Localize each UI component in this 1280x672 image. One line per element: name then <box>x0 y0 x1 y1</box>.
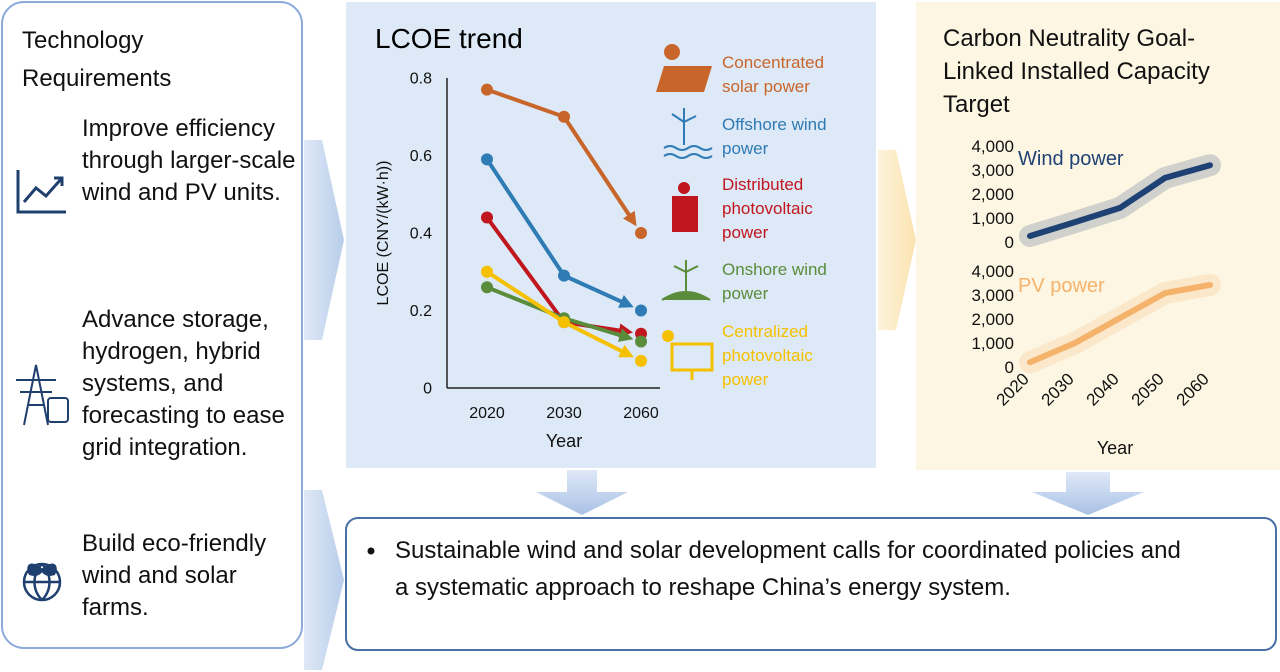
point <box>481 83 493 96</box>
chart-title: LCOE trend <box>375 23 523 54</box>
arrow <box>304 490 344 670</box>
legend-entry: Offshore wind power <box>722 115 827 158</box>
bullet <box>367 547 375 555</box>
y-tick-label: 0.2 <box>410 303 432 320</box>
icon-csp <box>656 44 712 92</box>
left-panel <box>1 1 303 649</box>
capacity-title: Carbon Neutrality Goal-Linked Installed … <box>943 25 1210 118</box>
y-tick-label: 3,000 <box>971 161 1014 180</box>
arrow <box>536 470 628 515</box>
point <box>558 110 570 123</box>
left-title: Technology Requirements <box>22 27 172 92</box>
series-label: PV power <box>1018 275 1105 297</box>
y-axis-label: LCOE (CNY/(kW·h)) <box>375 161 392 306</box>
y-tick-label: 1,000 <box>971 334 1014 353</box>
capacity-panel <box>916 2 1280 470</box>
y-tick-label: 0 <box>423 381 432 398</box>
point <box>481 153 493 166</box>
x-axis-label: Year <box>1097 438 1133 458</box>
requirement: Build eco-friendly wind and solar farms. <box>82 530 267 621</box>
y-tick-label: 0 <box>1005 233 1014 252</box>
icon-grid <box>16 364 69 426</box>
legend-entry: Centralized photovoltaic power <box>722 322 813 389</box>
point <box>635 354 647 367</box>
arrow <box>304 140 344 340</box>
legend-entry: Onshore wind power <box>722 260 827 303</box>
icon-eco <box>22 562 62 602</box>
y-tick-label: 0 <box>1005 358 1014 377</box>
point <box>635 304 647 317</box>
arrowhead <box>618 295 634 308</box>
legend-entry: Distributed photovoltaic power <box>722 175 813 242</box>
y-tick-label: 0.4 <box>410 226 432 243</box>
requirement: Improve efficiency through larger-scale … <box>82 115 296 206</box>
arrowhead <box>623 210 637 227</box>
y-tick-label: 2,000 <box>971 185 1014 204</box>
x-tick-label: 2060 <box>623 405 659 422</box>
icon-distributed-pv <box>672 182 698 232</box>
y-tick-label: 0.8 <box>410 71 432 88</box>
arrow <box>1032 472 1144 515</box>
line <box>1027 162 1213 239</box>
summary-text: Sustainable wind and solar development c… <box>395 537 1181 601</box>
icon-efficiency <box>16 170 66 214</box>
x-axis-label: Year <box>546 431 582 451</box>
y-tick-label: 3,000 <box>971 286 1014 305</box>
lcoe-panel <box>346 2 876 468</box>
point <box>558 269 570 282</box>
y-tick-label: 4,000 <box>971 262 1014 281</box>
point <box>481 265 493 278</box>
point <box>481 211 493 224</box>
y-tick-label: 4,000 <box>971 137 1014 156</box>
arrowhead <box>618 344 634 358</box>
x-tick-label: 2020 <box>469 405 505 422</box>
icon-offshore <box>663 108 713 159</box>
x-tick-label: 2030 <box>546 405 582 422</box>
line <box>1027 281 1213 366</box>
series-label: Wind power <box>1018 148 1124 170</box>
point <box>558 316 570 329</box>
requirement: Advance storage, hydrogen, hybrid system… <box>82 306 285 461</box>
y-tick-label: 2,000 <box>971 310 1014 329</box>
arrow <box>878 150 916 330</box>
icon-onshore <box>661 260 711 301</box>
icon-centralized-pv <box>662 330 714 380</box>
summary-box <box>345 517 1277 651</box>
arrowhead <box>617 328 634 342</box>
point <box>635 227 647 239</box>
y-tick-label: 0.6 <box>410 148 432 165</box>
point <box>635 335 647 348</box>
legend-entry: Concentrated solar power <box>722 53 825 96</box>
point <box>481 281 493 294</box>
y-tick-label: 1,000 <box>971 209 1014 228</box>
